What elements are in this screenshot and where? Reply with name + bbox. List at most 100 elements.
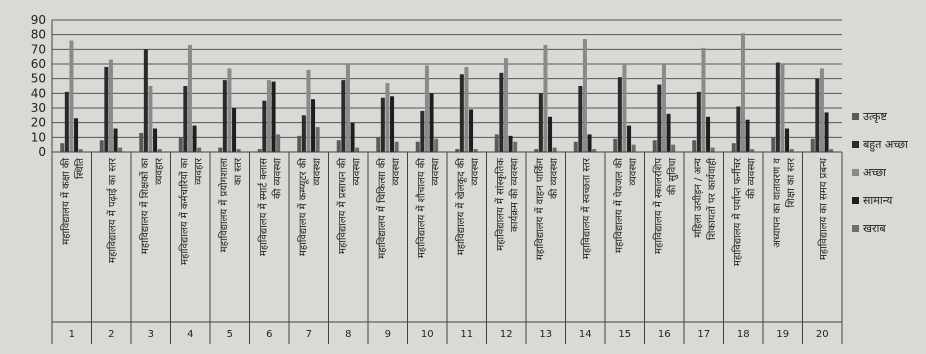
bar (187, 44, 192, 152)
bar (750, 149, 755, 152)
bar (552, 147, 557, 152)
bar (108, 59, 113, 152)
legend-swatch (852, 141, 859, 148)
category-label: महाविद्यालय में प्रयोगशाला (218, 158, 230, 253)
bar (297, 135, 302, 152)
bar (582, 39, 587, 152)
y-tick-label: 20 (31, 116, 46, 130)
bar (622, 64, 627, 152)
category-label: महिला उत्पीड़न / अन्य (692, 158, 704, 238)
legend: उत्कृष्ट बहुत अच्छा अच्छा सामान्य खराब (852, 110, 908, 235)
bar (183, 86, 188, 152)
legend-label: खराब (863, 222, 886, 235)
category-label: की व्यवस्था (548, 158, 560, 199)
category-number: 11 (460, 329, 473, 340)
category-label: की व्यवस्था (271, 158, 283, 199)
bar (336, 140, 341, 152)
bar (104, 66, 109, 152)
category-label: महाविद्यालय में शिक्षकों का (139, 158, 151, 255)
category-number: 20 (816, 329, 829, 340)
category-label: की सुविधा (666, 158, 678, 196)
category-label: अध्यापन का वातावरण व (772, 158, 783, 248)
legend-swatch (852, 225, 859, 232)
category-label: स्थिति (74, 158, 86, 179)
category-number: 17 (697, 329, 710, 340)
bar (499, 72, 504, 152)
category-label: शिकायतों पर कार्यवाही (706, 158, 718, 240)
category-number: 1 (69, 329, 75, 340)
bar (548, 116, 553, 152)
category-label: महाविद्यालय में पेयजल की (613, 158, 625, 253)
bar (222, 80, 227, 152)
bar (315, 127, 320, 152)
bar (350, 122, 355, 152)
bar (157, 149, 162, 152)
x-axis: महाविद्यालय में कक्षा की स्थिति 1 महाविद्या… (51, 151, 843, 344)
category-label: महाविद्यालय में प्रसाधन की (336, 158, 348, 254)
category-label: महाविद्यालय में खेलकूद की (455, 158, 467, 256)
bar (538, 93, 543, 152)
bar (64, 91, 69, 152)
category-label: व्यवस्था (391, 158, 402, 186)
category-number: 4 (187, 329, 193, 340)
bar (113, 128, 118, 152)
bar (829, 149, 834, 152)
bar (385, 83, 390, 152)
bar (276, 134, 281, 152)
category-label: शिक्षा का स्तर (785, 157, 797, 207)
category-label: व्यवस्था (628, 158, 639, 186)
bar (434, 138, 439, 152)
bar (415, 141, 420, 152)
category-number: 15 (618, 329, 631, 340)
bar (543, 44, 548, 152)
category-label: महाविद्यालय में चिकित्सा की (376, 158, 388, 259)
y-tick-label: 10 (31, 130, 46, 144)
bar (178, 137, 183, 152)
category-number: 7 (306, 329, 312, 340)
bar (469, 109, 474, 152)
bar (587, 134, 592, 152)
category-label: का स्तर (233, 157, 244, 185)
bar (494, 134, 499, 152)
bar (789, 149, 794, 152)
bar (78, 149, 83, 152)
bar (153, 128, 158, 152)
category-number: 14 (579, 329, 592, 340)
bar (306, 69, 311, 152)
y-tick-label: 80 (31, 28, 46, 42)
category-number: 10 (421, 329, 434, 340)
category-label: महाविद्यालय में स्वच्छता स्तर (580, 157, 592, 259)
bar (464, 66, 469, 152)
bar (301, 115, 306, 152)
category-label: व्यवस्था (430, 158, 441, 186)
legend-label: अच्छा (863, 166, 886, 179)
y-tick-label: 70 (31, 42, 46, 56)
bar (731, 143, 736, 152)
category-number: 5 (227, 329, 233, 340)
bar (578, 86, 583, 152)
bar (652, 140, 657, 152)
bar (271, 81, 276, 152)
category-number: 19 (776, 329, 789, 340)
bars (60, 33, 834, 153)
bar (143, 49, 148, 153)
y-tick-label: 40 (31, 86, 46, 100)
legend-label: उत्कृष्ट (863, 110, 887, 123)
bar (99, 140, 104, 152)
bar (513, 141, 518, 152)
bar (613, 138, 618, 152)
bar (810, 138, 815, 152)
category-number: 16 (658, 329, 671, 340)
bar (666, 113, 671, 152)
category-label: महाविद्यालय में शौचालय की (415, 158, 427, 259)
bar (118, 147, 123, 152)
bar (710, 147, 715, 152)
bar (197, 147, 202, 152)
bar (503, 58, 508, 153)
bar (627, 125, 632, 152)
bar (617, 77, 622, 152)
legend-swatch (852, 113, 859, 120)
bar (380, 97, 385, 152)
bar (192, 125, 197, 152)
